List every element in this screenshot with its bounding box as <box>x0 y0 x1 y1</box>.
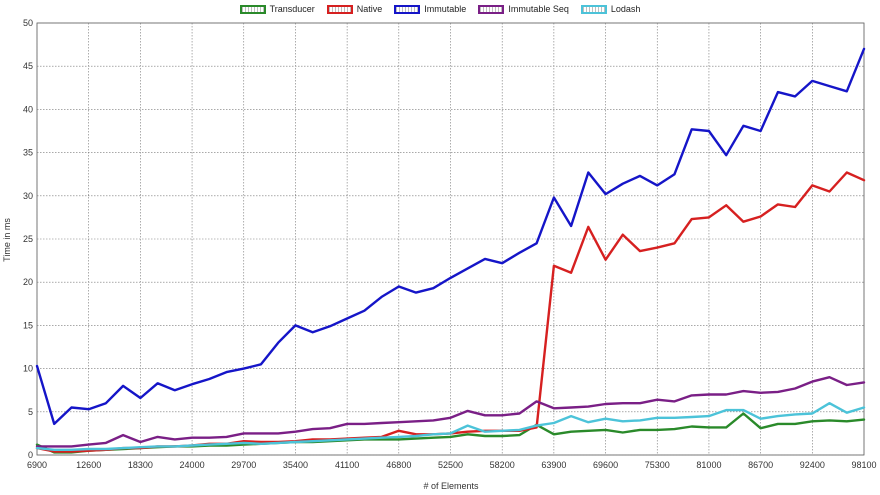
y-tick-label: 35 <box>23 148 33 158</box>
x-tick-label: 18300 <box>128 460 153 470</box>
y-tick-label: 15 <box>23 320 33 330</box>
x-tick-label: 52500 <box>438 460 463 470</box>
x-tick-label: 24000 <box>180 460 205 470</box>
x-tick-label: 86700 <box>748 460 773 470</box>
x-tick-label: 92400 <box>800 460 825 470</box>
x-tick-label: 41100 <box>335 460 359 470</box>
x-tick-label: 98100 <box>851 460 876 470</box>
y-tick-label: 5 <box>28 407 33 417</box>
y-tick-label: 30 <box>23 191 33 201</box>
y-axis-label: Time in ms <box>2 218 12 262</box>
x-axis-label: # of Elements <box>423 481 479 491</box>
x-tick-label: 12600 <box>76 460 101 470</box>
legend-label: Immutable Seq <box>508 4 569 14</box>
legend-swatch <box>239 4 266 14</box>
x-tick-label: 35400 <box>283 460 308 470</box>
x-tick-label: 63900 <box>541 460 566 470</box>
grid <box>36 22 865 456</box>
y-tick-label: 50 <box>23 18 33 28</box>
x-tick-label: 58200 <box>490 460 515 470</box>
legend: Transducer Native Immutable Immutable Seq Lo… <box>0 4 880 14</box>
axis-ticks: 0 5 10 15 20 25 30 35 40 45 50 6900 12600 18300 24000 2… <box>23 18 877 470</box>
legend-item-immutable[interactable]: Immutable <box>394 4 466 14</box>
legend-label: Native <box>356 4 383 14</box>
legend-swatch <box>394 4 421 14</box>
x-tick-label: 75300 <box>645 460 670 470</box>
legend-item-lodash[interactable]: Lodash <box>580 4 641 14</box>
legend-item-transducer[interactable]: Transducer <box>239 4 315 14</box>
legend-swatch <box>580 4 607 14</box>
y-tick-label: 40 <box>23 104 33 114</box>
y-tick-label: 0 <box>28 450 33 460</box>
series-lines <box>35 47 866 454</box>
y-tick-label: 25 <box>23 234 33 244</box>
x-tick-label: 81000 <box>696 460 721 470</box>
y-tick-label: 20 <box>23 277 33 287</box>
series-line-immutable <box>35 47 866 426</box>
x-tick-label: 29700 <box>231 460 256 470</box>
legend-label: Transducer <box>269 4 315 14</box>
series-line-immutable-seq <box>35 376 866 448</box>
legend-label: Lodash <box>610 4 641 14</box>
legend-swatch <box>478 4 505 14</box>
legend-item-native[interactable]: Native <box>326 4 383 14</box>
y-tick-label: 45 <box>23 61 33 71</box>
x-tick-label: 6900 <box>27 460 47 470</box>
series-line-lodash <box>35 402 866 451</box>
x-tick-label: 69600 <box>593 460 618 470</box>
legend-label: Immutable <box>424 4 467 14</box>
legend-swatch <box>326 4 353 14</box>
legend-item-immutable-seq[interactable]: Immutable Seq <box>478 4 569 14</box>
x-tick-label: 46800 <box>386 460 411 470</box>
y-tick-label: 10 <box>23 364 33 374</box>
